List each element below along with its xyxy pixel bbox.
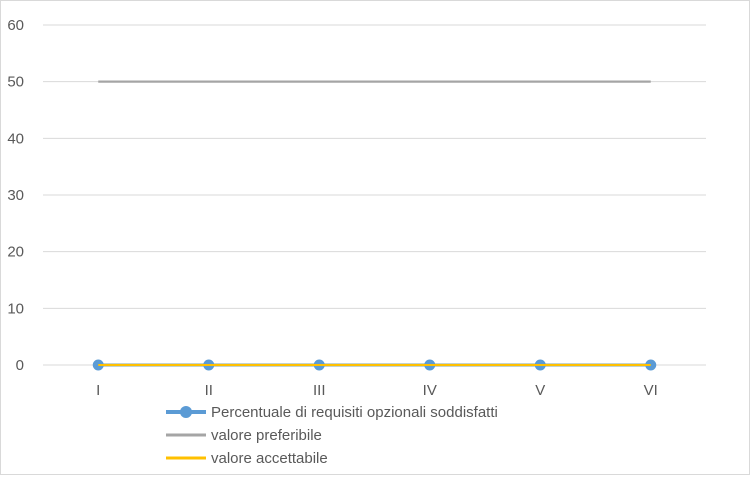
legend-label: Percentuale di requisiti opzionali soddi… <box>211 404 498 421</box>
y-tick-label: 20 <box>7 244 24 261</box>
y-tick-label: 10 <box>7 300 24 317</box>
y-tick-label: 40 <box>7 130 24 147</box>
x-tick-label: V <box>535 382 545 399</box>
x-tick-label: III <box>313 382 326 399</box>
y-tick-label: 60 <box>7 17 24 34</box>
x-axis-ticks: I II III IV V VI <box>96 382 658 399</box>
legend: Percentuale di requisiti opzionali soddi… <box>166 404 498 467</box>
y-tick-label: 30 <box>7 187 24 204</box>
legend-label: valore preferibile <box>211 427 322 444</box>
x-tick-label: II <box>205 382 213 399</box>
y-axis-ticks: 0 10 20 30 40 50 60 <box>7 17 24 374</box>
gridlines <box>43 24 706 366</box>
x-tick-label: VI <box>644 382 658 399</box>
x-tick-label: I <box>96 382 100 399</box>
y-tick-label: 0 <box>16 357 24 374</box>
x-tick-label: IV <box>423 382 437 399</box>
legend-label: valore accettabile <box>211 450 328 467</box>
series-lines <box>92 80 657 371</box>
y-tick-label: 50 <box>7 74 24 91</box>
legend-swatch-marker <box>180 406 192 418</box>
